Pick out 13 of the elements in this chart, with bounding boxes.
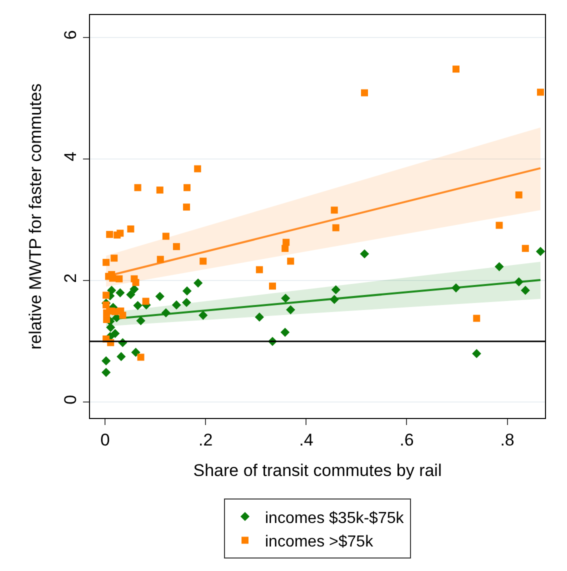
legend-label: incomes >$75k xyxy=(265,534,374,551)
x-tick-label: 0 xyxy=(100,430,110,450)
x-tick-label: .2 xyxy=(198,430,213,450)
x-axis-title: Share of transit commutes by rail xyxy=(193,460,442,480)
y-tick-label: 2 xyxy=(61,273,80,283)
x-tick-label: .8 xyxy=(500,430,514,450)
y-tick-label: 4 xyxy=(61,152,80,162)
y-tick-label: 6 xyxy=(61,30,80,40)
y-axis-title: relative MWTP for faster commutes xyxy=(26,83,45,350)
legend-label: incomes $35k-$75k xyxy=(265,510,405,527)
x-tick-label: .6 xyxy=(400,430,414,450)
y-tick-label: 0 xyxy=(61,394,80,404)
x-tick-label: .4 xyxy=(299,430,314,450)
